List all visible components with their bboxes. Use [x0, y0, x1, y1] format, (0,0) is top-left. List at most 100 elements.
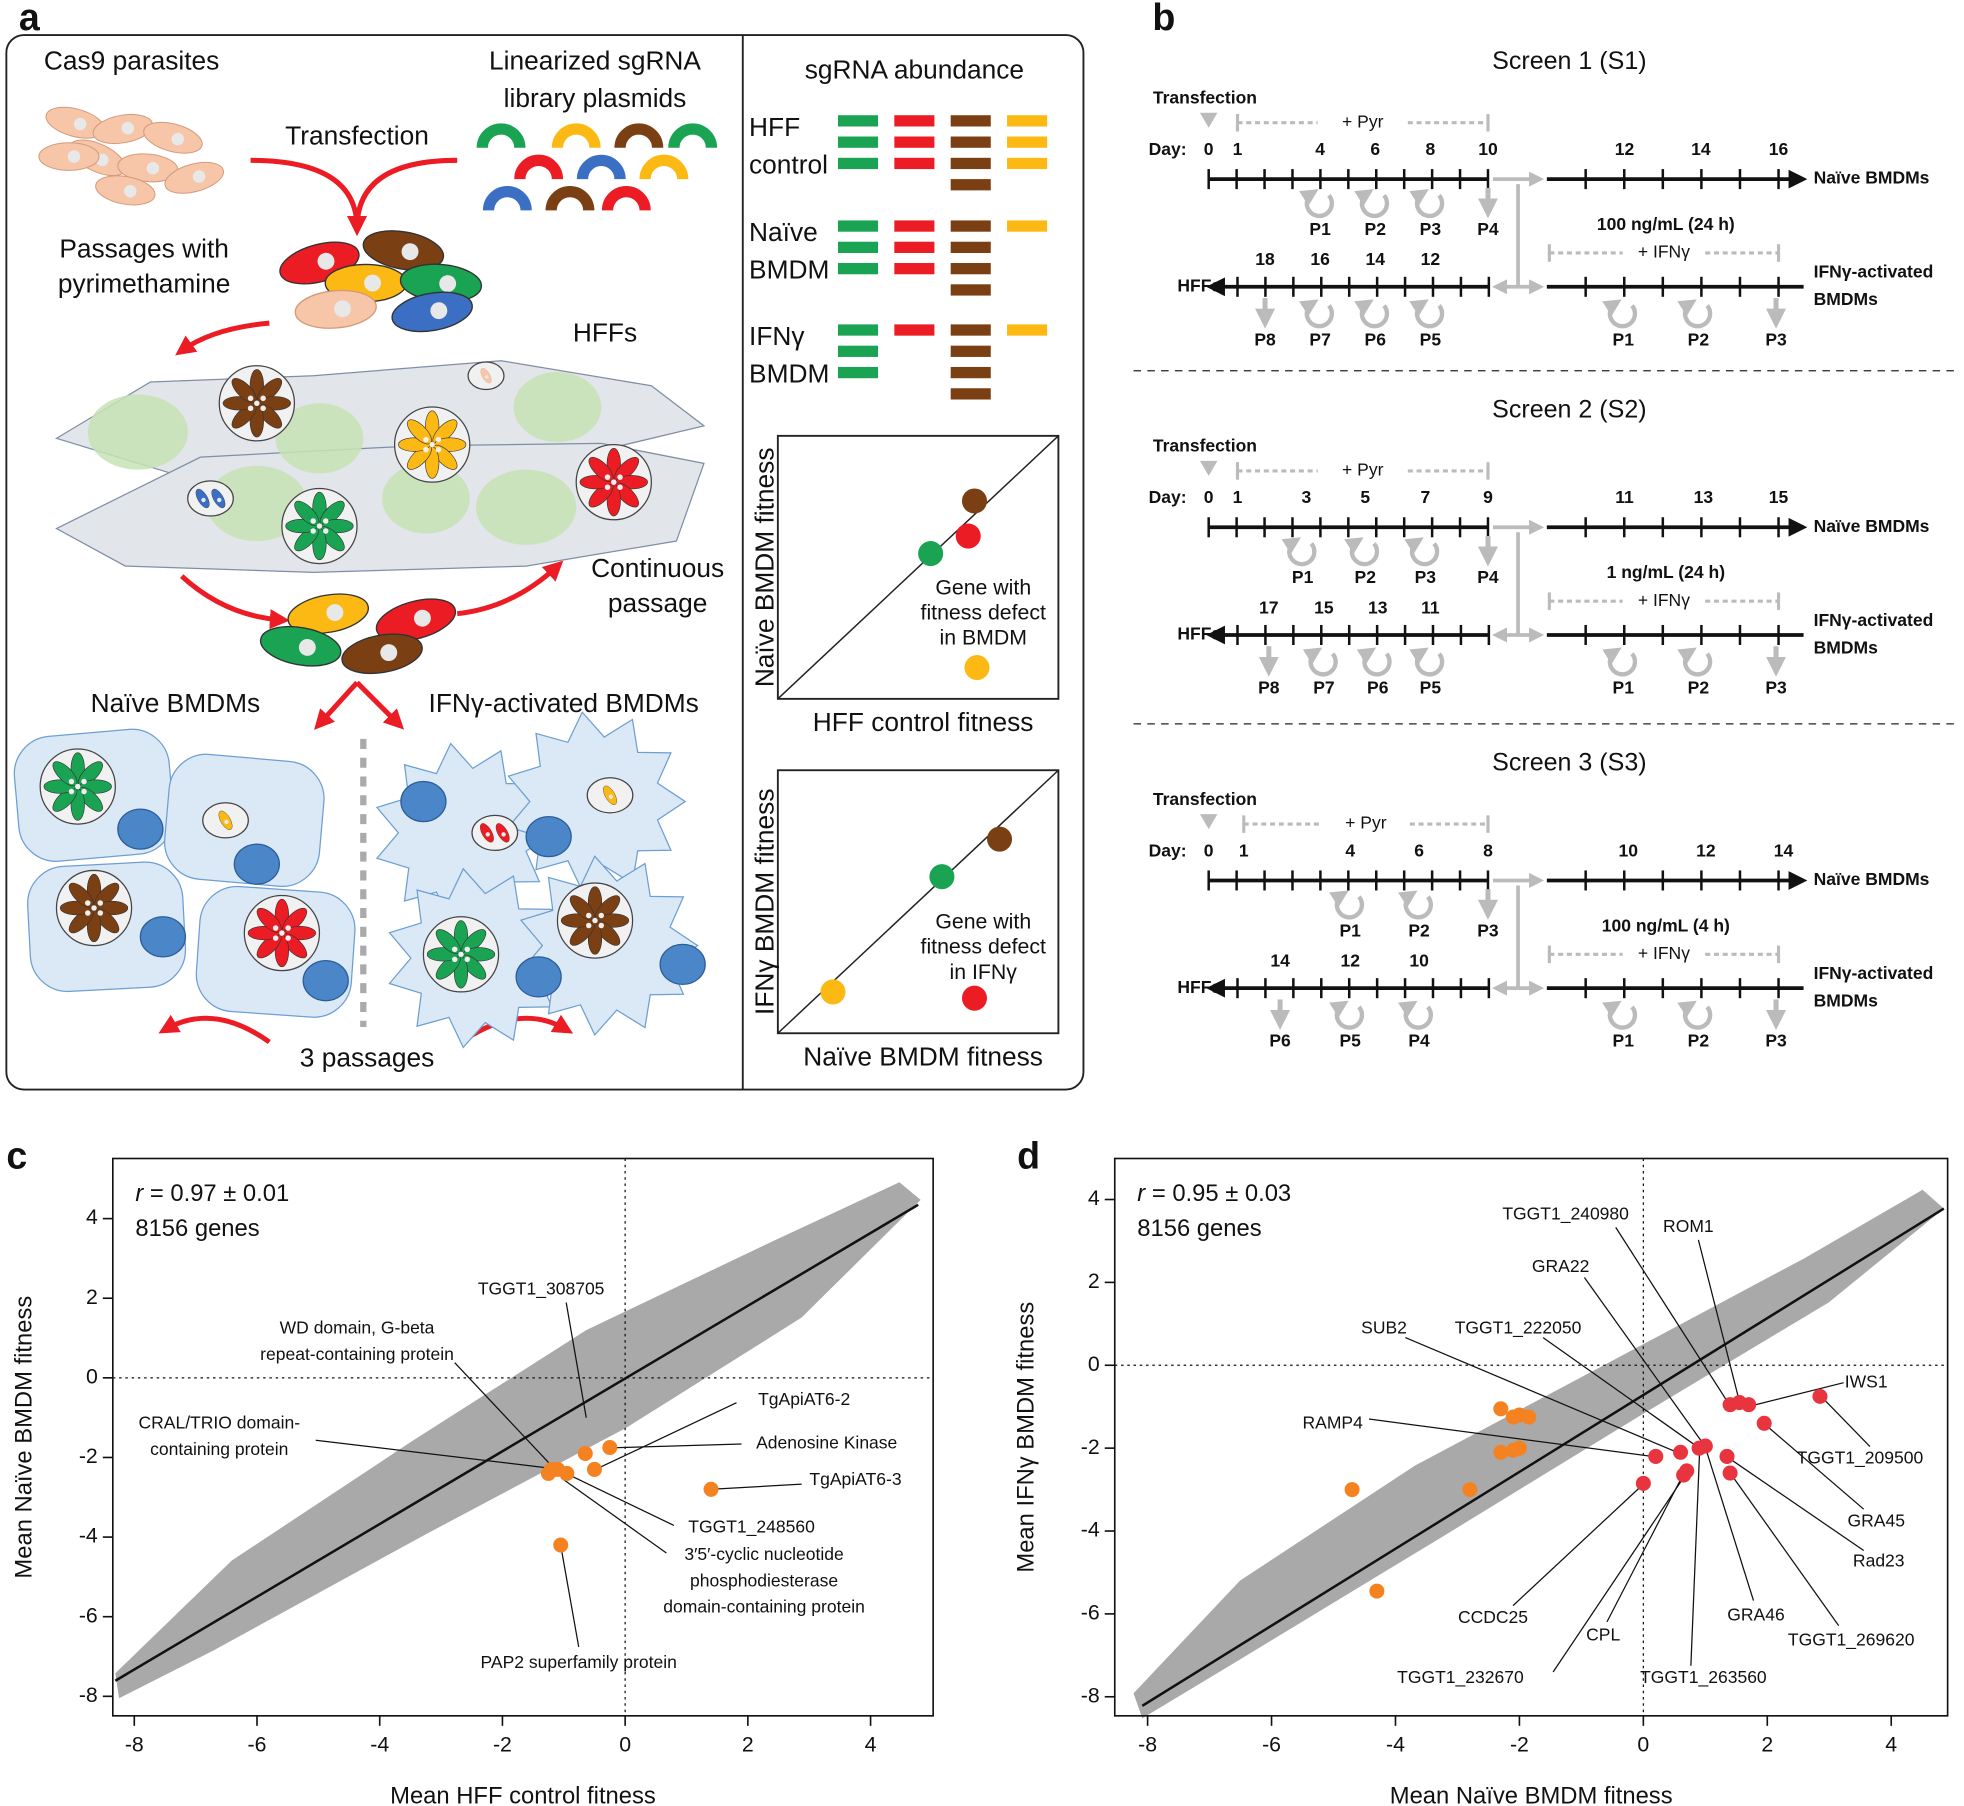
label: Transfection — [1153, 88, 1257, 108]
label: + IFNγ — [1638, 242, 1690, 262]
label: Mean IFNγ BMDM fitness — [1012, 1302, 1039, 1573]
label: HFFs — [1177, 624, 1221, 644]
label: RAMP4 — [1302, 1413, 1363, 1433]
leader-line — [1690, 1450, 1701, 1666]
label: -4 — [370, 1733, 389, 1757]
label: P1 — [1613, 329, 1635, 349]
label: P3 — [1765, 677, 1787, 697]
rosette-dot — [316, 523, 323, 529]
label: Transfection — [1153, 789, 1257, 809]
label: ROM1 — [1663, 1216, 1714, 1236]
passage-icon — [1409, 647, 1445, 677]
label: TgApiAT6-2 — [758, 1389, 850, 1409]
gene-point — [559, 1465, 575, 1481]
leader-line — [713, 1483, 802, 1490]
passage-icon — [1677, 299, 1713, 329]
parasite — [143, 121, 203, 154]
parasite-nucleus — [73, 117, 87, 131]
gene-point — [1697, 1438, 1713, 1454]
label: 13 — [1694, 487, 1714, 507]
label: passage — [608, 588, 707, 618]
label: 9 — [1483, 487, 1493, 507]
rosette-dot — [464, 946, 471, 953]
label: 11 — [1421, 597, 1440, 617]
label: WD domain, G-beta — [280, 1317, 435, 1337]
schematic-dot — [987, 826, 1013, 852]
label: + Pyr — [1345, 813, 1387, 833]
label: P8 — [1258, 677, 1280, 697]
abundance-bar — [950, 241, 991, 253]
label: BMDMs — [1814, 991, 1878, 1011]
label: TGGT1_232670 — [1397, 1667, 1524, 1688]
label: containing protein — [150, 1439, 288, 1459]
arrow — [355, 680, 405, 730]
rosette-dot — [617, 474, 623, 480]
parasite — [362, 230, 445, 271]
arrow — [347, 157, 458, 236]
label: Mean Naïve BMDM fitness — [10, 1296, 37, 1579]
label: P4 — [1408, 1031, 1430, 1051]
gene-point — [1462, 1482, 1478, 1498]
abundance-bars — [837, 324, 879, 379]
hff-nucleus — [513, 371, 602, 443]
abundance-bar — [1007, 324, 1048, 336]
rosette-dot — [598, 912, 605, 919]
passage-icon — [1344, 537, 1380, 567]
arrow — [456, 560, 564, 617]
label: P2 — [1688, 329, 1710, 349]
abundance-bars — [950, 115, 991, 191]
label: P1 — [1613, 677, 1635, 697]
abundance-bar — [837, 263, 879, 275]
rosette-dot — [585, 912, 592, 919]
label: 16 — [1310, 249, 1330, 269]
label: Naïve BMDM fitness — [750, 448, 780, 688]
rosette-dot — [598, 922, 605, 929]
gene-point — [1493, 1401, 1509, 1417]
label: 0 — [619, 1733, 631, 1757]
plasmid — [551, 123, 601, 149]
gene-point — [1679, 1463, 1695, 1479]
leader-line — [613, 1443, 742, 1449]
hff-nucleus — [476, 469, 577, 545]
rosette-dot — [464, 956, 471, 963]
label: P6 — [1367, 677, 1389, 697]
gene-point — [1344, 1482, 1360, 1498]
plasmid — [614, 123, 664, 149]
parasite-nucleus — [380, 644, 398, 662]
parasite — [195, 488, 210, 509]
parasite-nucleus — [501, 832, 506, 837]
label: 4 — [1885, 1733, 1897, 1757]
passage-icon — [1602, 1000, 1638, 1030]
gene-point — [1648, 1448, 1664, 1464]
parasite — [375, 598, 457, 642]
label: 100 ng/mL (24 h) — [1597, 214, 1735, 234]
abundance-bar — [837, 157, 879, 170]
label: -8 — [1138, 1733, 1157, 1757]
leader-line — [1753, 1382, 1844, 1406]
parasite-nucleus — [608, 794, 614, 800]
abundance-bars — [894, 220, 935, 275]
hff-nucleus — [87, 394, 188, 470]
rosette-dot — [285, 935, 291, 941]
parasite — [164, 161, 224, 194]
schematic-dot — [918, 541, 944, 567]
label: IFNγ — [749, 321, 805, 351]
gene-point — [1493, 1444, 1509, 1460]
label: IWS1 — [1845, 1371, 1888, 1391]
parasite-nucleus — [439, 275, 457, 293]
rosette-dot — [272, 935, 279, 941]
leader-line — [569, 1474, 675, 1527]
abundance-bar — [1007, 157, 1048, 170]
label: BMDM — [749, 359, 829, 389]
label: 10 — [1478, 139, 1498, 159]
label: P3 — [1415, 567, 1437, 587]
label: -2 — [1081, 1435, 1100, 1459]
arrow — [175, 320, 270, 356]
label: 4 — [1345, 840, 1355, 860]
label: HFFs — [573, 317, 637, 347]
passage-icon — [1677, 647, 1713, 677]
label: P7 — [1309, 329, 1330, 349]
abundance-bar — [950, 324, 991, 336]
passage-icon — [1409, 299, 1445, 329]
